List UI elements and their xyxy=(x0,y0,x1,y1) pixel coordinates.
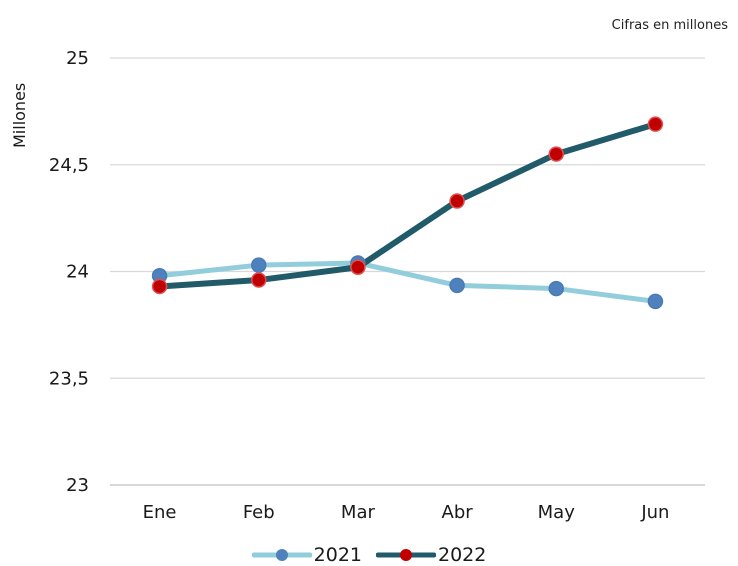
legend-item-2022: 2022 xyxy=(376,544,486,566)
x-tick-label: May xyxy=(538,502,576,523)
data-point-2022 xyxy=(449,193,465,209)
data-point-2022 xyxy=(647,116,664,132)
legend-label-2021: 2021 xyxy=(313,544,362,566)
legend-label-2022: 2022 xyxy=(438,544,487,566)
x-tick-label: Abr xyxy=(442,502,474,523)
data-point-2022 xyxy=(350,259,366,275)
y-tick-label: 23 xyxy=(66,475,89,496)
legend-swatch-2021 xyxy=(251,549,312,561)
units-note: Cifras en millones xyxy=(611,18,728,33)
data-point-2022 xyxy=(251,272,267,288)
legend-marker-2022 xyxy=(400,549,412,561)
legend: 2021 2022 xyxy=(0,544,738,566)
legend-swatch-2022 xyxy=(376,549,436,561)
data-point-2021 xyxy=(449,277,465,294)
data-point-2022 xyxy=(151,278,168,295)
x-tick-label: Mar xyxy=(341,502,376,523)
data-point-2021 xyxy=(548,280,564,297)
y-tick-label: 24 xyxy=(66,262,89,283)
data-point-2022 xyxy=(548,146,564,162)
x-tick-label: Feb xyxy=(243,502,275,523)
data-point-2021 xyxy=(251,257,267,273)
legend-marker-2021 xyxy=(275,549,288,561)
series-line-2022 xyxy=(156,121,659,290)
y-axis-label: Millones xyxy=(10,82,29,148)
data-point-2021 xyxy=(647,293,664,310)
x-tick-label: Jun xyxy=(640,502,669,523)
legend-item-2021: 2021 xyxy=(251,544,362,566)
y-tick-label: 24,5 xyxy=(49,155,89,176)
y-tick-label: 25 xyxy=(66,48,89,69)
x-tick-label: Ene xyxy=(143,502,177,523)
y-tick-label: 23,5 xyxy=(49,368,89,389)
series-line-2021 xyxy=(157,260,658,304)
